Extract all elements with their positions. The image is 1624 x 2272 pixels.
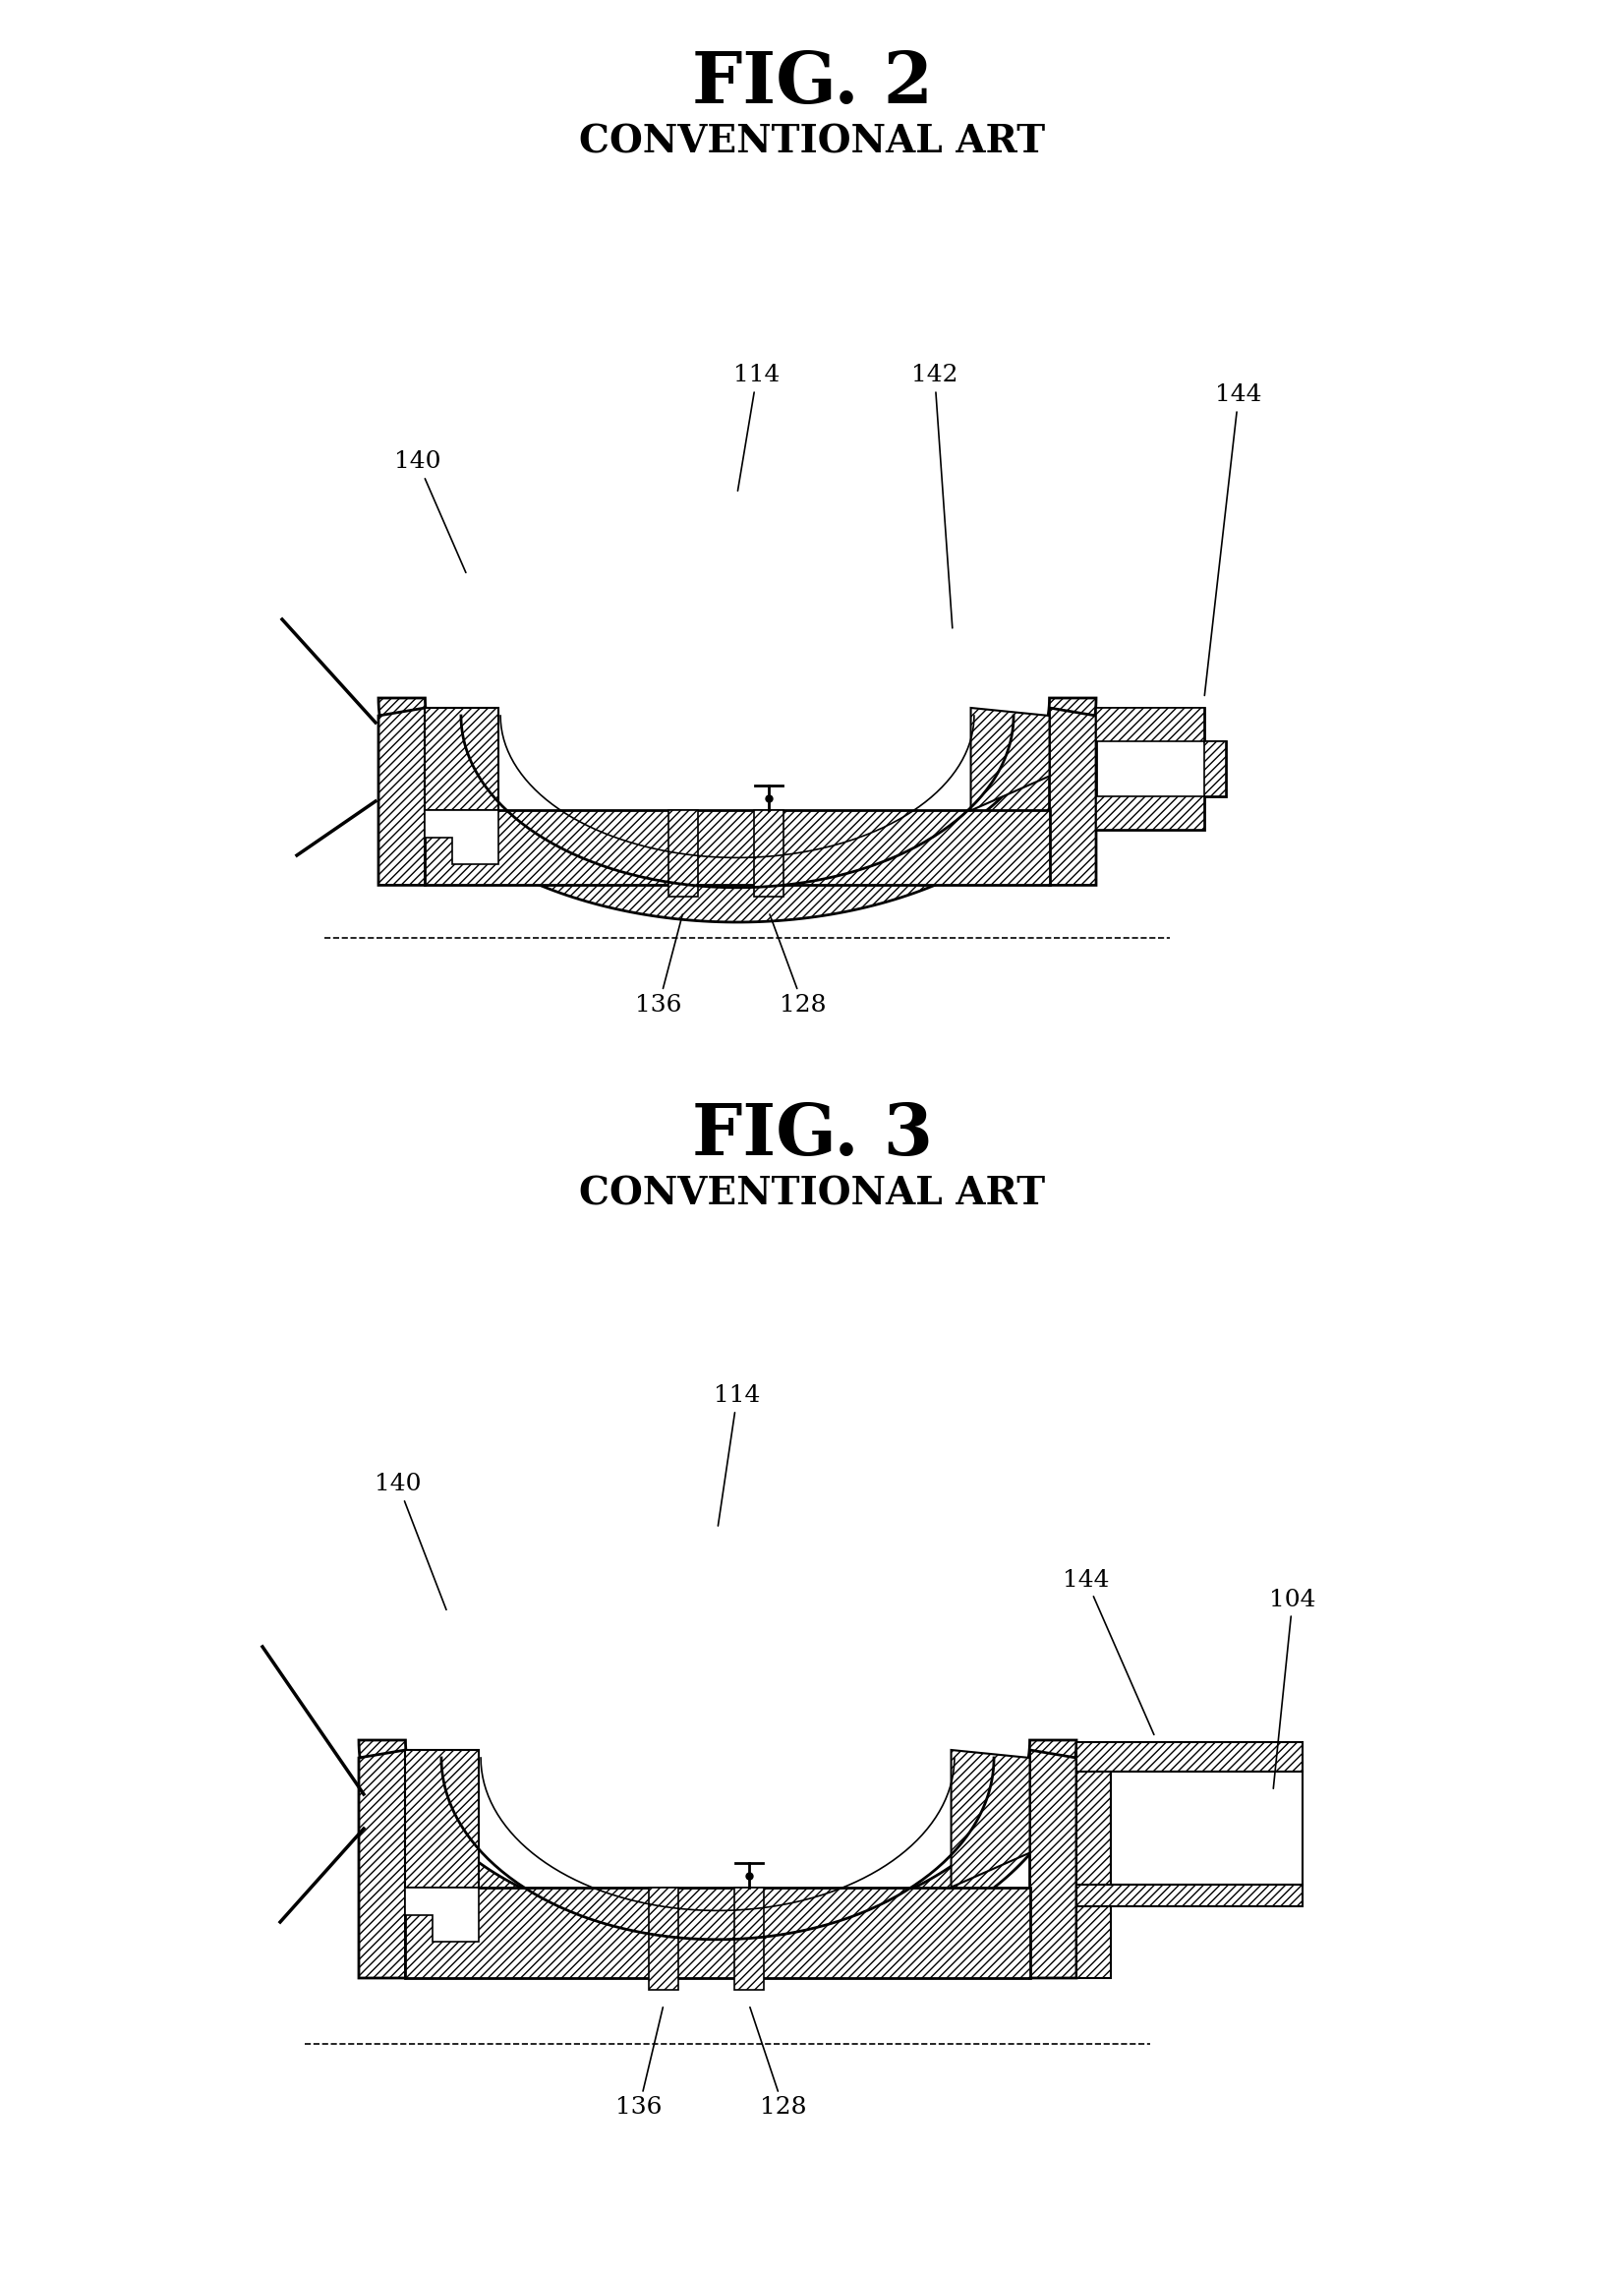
Text: FIG. 2: FIG. 2 (692, 48, 932, 118)
Text: 104: 104 (1270, 1588, 1315, 1788)
Polygon shape (425, 811, 499, 866)
Polygon shape (406, 1888, 479, 1940)
Polygon shape (971, 709, 1049, 811)
Text: 128: 128 (750, 2006, 807, 2120)
Polygon shape (359, 1740, 1077, 1972)
Text: 144: 144 (1205, 384, 1262, 695)
Text: 140: 140 (395, 450, 466, 573)
Polygon shape (1096, 709, 1205, 741)
Polygon shape (650, 1888, 679, 1990)
Polygon shape (406, 1749, 479, 1888)
Text: CONVENTIONAL ART: CONVENTIONAL ART (578, 125, 1046, 161)
Text: 114: 114 (734, 364, 780, 491)
Polygon shape (1030, 1749, 1077, 1979)
Polygon shape (1096, 797, 1205, 829)
Text: 142: 142 (911, 364, 958, 627)
Text: CONVENTIONAL ART: CONVENTIONAL ART (578, 1177, 1046, 1213)
Polygon shape (1111, 1772, 1302, 1886)
Text: 128: 128 (770, 913, 827, 1016)
Polygon shape (1049, 709, 1096, 886)
Text: 136: 136 (635, 913, 682, 1016)
Polygon shape (425, 709, 499, 811)
Polygon shape (952, 1749, 1030, 1888)
Text: 114: 114 (715, 1384, 760, 1527)
Polygon shape (1077, 1886, 1302, 1906)
Polygon shape (669, 811, 698, 897)
Polygon shape (754, 811, 783, 897)
Polygon shape (425, 811, 1049, 886)
Polygon shape (359, 1749, 406, 1979)
Text: 136: 136 (615, 2006, 663, 2120)
Text: FIG. 3: FIG. 3 (692, 1100, 932, 1170)
Polygon shape (734, 1888, 763, 1990)
Polygon shape (1205, 741, 1226, 797)
Polygon shape (1077, 1759, 1111, 1979)
Text: 144: 144 (1064, 1568, 1155, 1736)
Polygon shape (406, 1888, 1030, 1979)
Polygon shape (1077, 1743, 1302, 1772)
Text: 140: 140 (375, 1472, 447, 1611)
Polygon shape (378, 709, 425, 886)
Polygon shape (378, 698, 1096, 922)
Polygon shape (1096, 709, 1226, 829)
